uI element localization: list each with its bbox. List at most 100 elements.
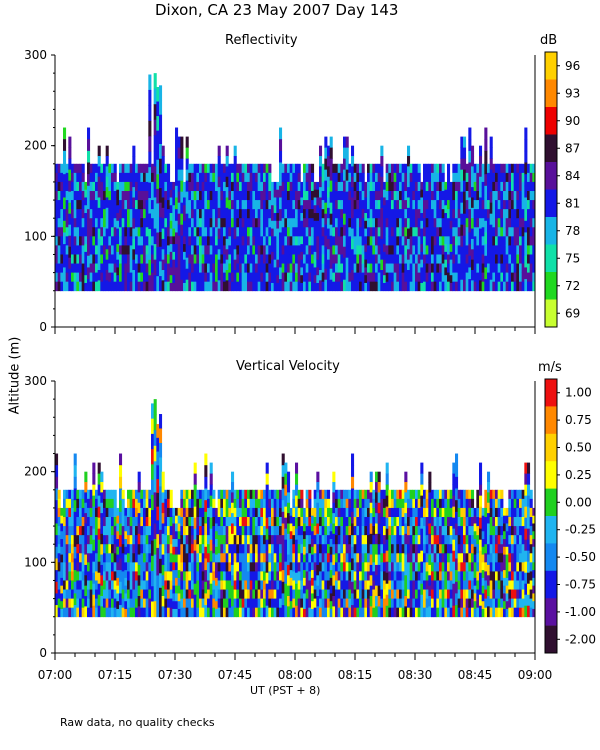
heatmap-cell — [457, 580, 461, 590]
heatmap-cell — [137, 245, 141, 255]
heatmap-cell — [260, 181, 264, 192]
heatmap-cell — [433, 580, 437, 590]
heatmap-cell — [369, 513, 373, 524]
heatmap-cell — [463, 169, 467, 182]
heatmap-cell — [441, 580, 445, 590]
heatmap-cell — [476, 498, 480, 509]
heatmap-cell — [433, 553, 437, 563]
heatmap-cell — [369, 564, 373, 576]
heatmap-cell — [532, 245, 536, 255]
heatmap-cell — [220, 191, 224, 201]
heatmap-cell — [412, 580, 416, 590]
heatmap-cell — [236, 227, 240, 237]
heatmap-cell — [332, 245, 336, 255]
heatmap-cell — [377, 596, 381, 607]
heatmap-cell — [441, 218, 445, 228]
heatmap-cell — [156, 130, 160, 146]
heatmap-cell — [383, 244, 387, 253]
heatmap-cell — [169, 589, 173, 599]
heatmap-cell — [292, 562, 296, 572]
heatmap-cell — [73, 511, 77, 524]
heatmap-cell — [351, 511, 355, 524]
heatmap-cell — [303, 515, 307, 524]
heatmap-cell — [407, 228, 411, 240]
heatmap-cell — [476, 580, 480, 590]
heatmap-cell — [332, 575, 336, 587]
heatmap-cell — [415, 517, 419, 527]
heatmap-cell — [335, 245, 339, 255]
heatmap-cell — [385, 227, 389, 237]
heatmap-cell — [319, 517, 323, 527]
heatmap-cell — [519, 181, 523, 192]
heatmap-cell — [199, 209, 203, 219]
heatmap-cell — [375, 163, 379, 174]
heatmap-cell — [231, 181, 235, 192]
heatmap-cell — [100, 281, 104, 292]
heatmap-cell — [191, 281, 195, 292]
heatmap-cell — [281, 523, 285, 536]
heatmap-cell — [447, 598, 451, 609]
heatmap-cell — [121, 498, 125, 509]
heatmap-cell — [489, 535, 493, 545]
heatmap-cell — [268, 498, 272, 509]
heatmap-cell — [295, 209, 299, 219]
heatmap-cell — [68, 589, 72, 599]
heatmap-cell — [345, 562, 349, 572]
heatmap-cell — [244, 227, 248, 237]
heatmap-cell — [164, 236, 168, 246]
heatmap-cell — [244, 254, 248, 264]
heatmap-cell — [345, 489, 349, 500]
heatmap-cell — [484, 607, 488, 618]
heatmap-cell — [399, 218, 403, 228]
heatmap-cell — [95, 191, 99, 201]
heatmap-cell — [457, 272, 461, 283]
heatmap-cell — [505, 570, 509, 579]
heatmap-cell — [412, 526, 416, 536]
heatmap-cell — [113, 562, 117, 572]
heatmap-cell — [380, 517, 384, 527]
heatmap-cell — [177, 593, 181, 602]
heatmap-cell — [132, 571, 136, 581]
heatmap-cell — [369, 200, 373, 210]
heatmap-cell — [145, 254, 149, 264]
heatmap-cell — [260, 526, 264, 536]
heatmap-cell — [252, 209, 256, 219]
heatmap-cell — [239, 272, 243, 283]
heatmap-cell — [223, 200, 227, 210]
heatmap-cell — [369, 254, 373, 264]
heatmap-cell — [321, 200, 325, 210]
heatmap-cell — [223, 254, 227, 264]
heatmap-cell — [244, 535, 248, 545]
heatmap-cell — [71, 263, 75, 273]
heatmap-cell — [407, 544, 411, 554]
heatmap-cell — [313, 259, 317, 268]
heatmap-cell — [281, 191, 285, 201]
heatmap-cell — [327, 507, 331, 518]
heatmap-cell — [527, 163, 531, 174]
heatmap-cell — [487, 245, 491, 255]
heatmap-cell — [449, 251, 453, 261]
heatmap-cell — [297, 245, 301, 255]
heatmap-cell — [167, 507, 171, 518]
heatmap-cell — [303, 227, 307, 237]
heatmap-cell — [276, 267, 280, 276]
heatmap-cell — [311, 562, 315, 571]
heatmap-cell — [169, 580, 173, 590]
heatmap-cell — [79, 191, 83, 201]
heatmap-cell — [391, 535, 395, 545]
heatmap-cell — [300, 571, 304, 581]
heatmap-cell — [145, 607, 149, 618]
heatmap-cell — [151, 218, 155, 228]
heatmap-cell — [209, 181, 213, 192]
heatmap-cell — [396, 535, 400, 545]
heatmap-cell — [87, 607, 91, 618]
heatmap-cell — [57, 571, 61, 581]
heatmap-cell — [257, 281, 261, 292]
heatmap-cell — [65, 181, 69, 192]
heatmap-cell — [236, 580, 240, 590]
heatmap-cell — [489, 580, 493, 590]
heatmap-cell — [353, 209, 357, 219]
heatmap-cell — [103, 272, 107, 283]
heatmap-cell — [393, 517, 397, 527]
heatmap-cell — [364, 544, 368, 554]
